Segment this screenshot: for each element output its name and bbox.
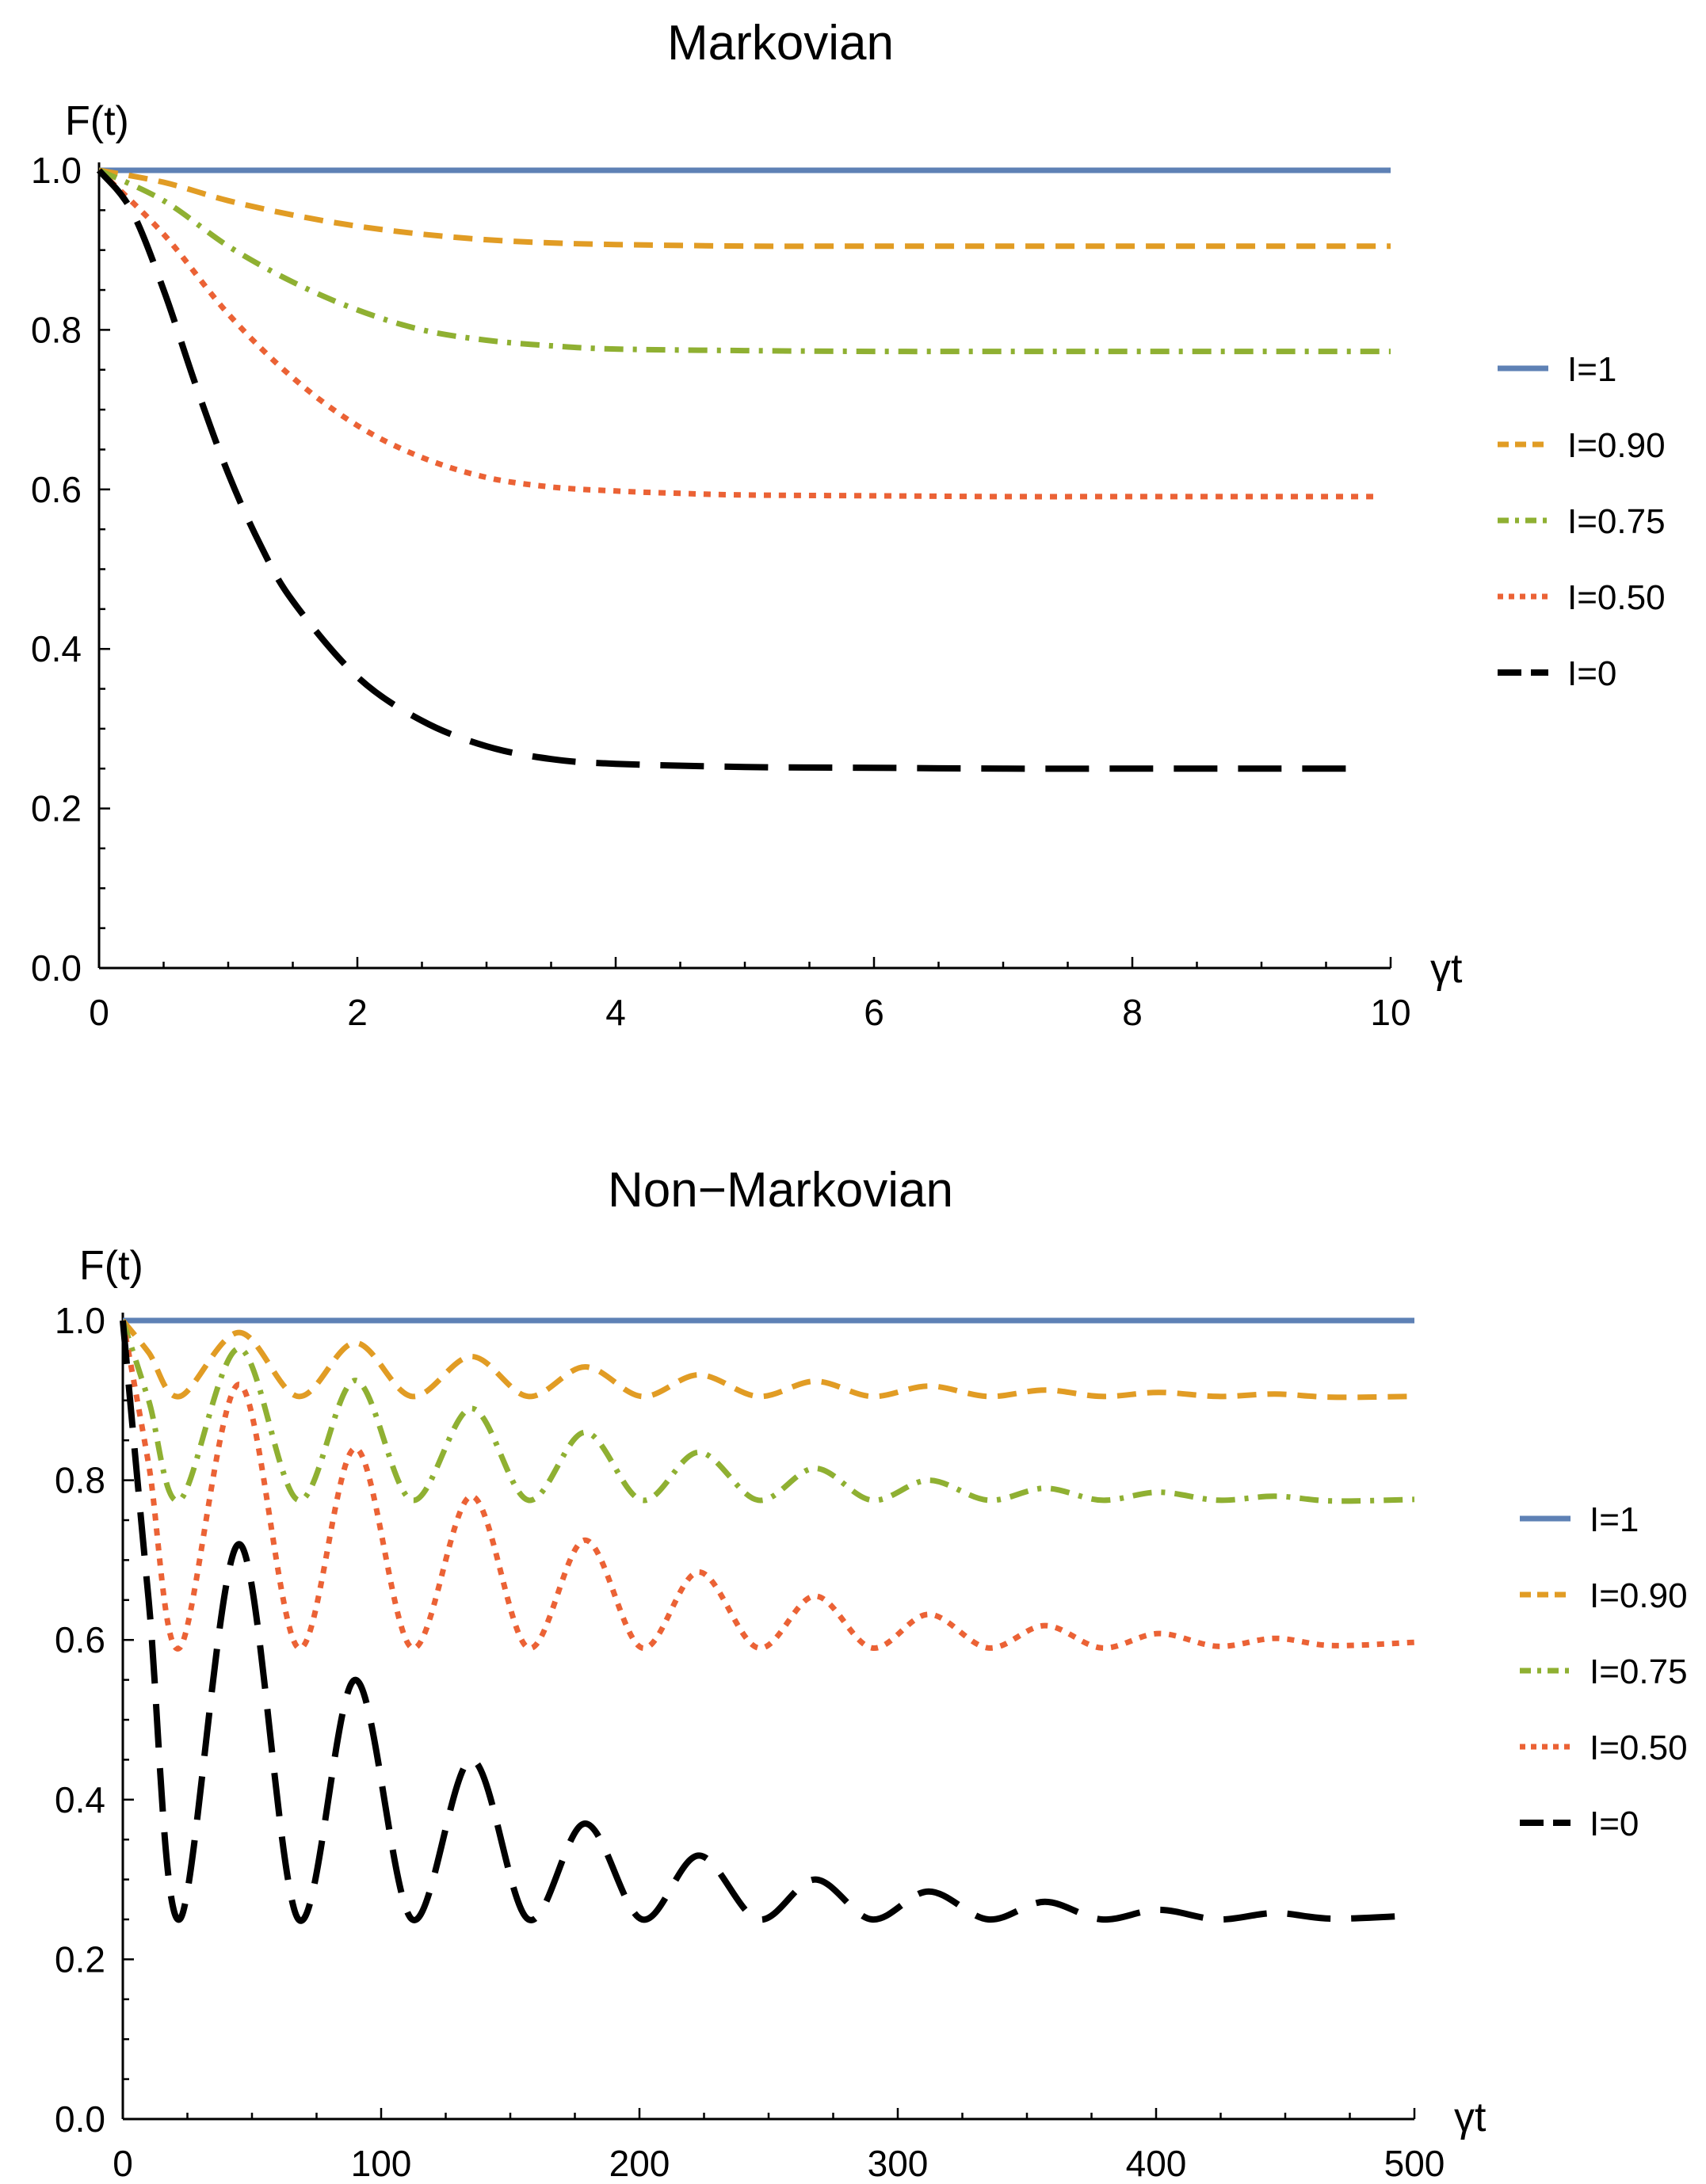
- chart-title: Markovian: [667, 16, 894, 71]
- series-line-i-0-50: [120, 1320, 1415, 1652]
- series-line-i-0-90: [98, 167, 1391, 250]
- legend-label-i-0-90: I=0.90: [1590, 1576, 1688, 1615]
- x-tick-label: 6: [864, 992, 884, 1033]
- y-tick-label: 1.0: [31, 150, 82, 191]
- y-tick-label: 0.6: [31, 469, 82, 510]
- y-tick-label: 0.4: [31, 628, 82, 669]
- y-tick-label: 0.2: [55, 1938, 105, 1980]
- y-tick-label: 0.0: [55, 2098, 105, 2140]
- x-tick-label: 0: [113, 2143, 133, 2184]
- y-tick-label: 0.4: [55, 1779, 105, 1820]
- series-line-i-0-50: [97, 168, 1378, 500]
- chart-title: Non−Markovian: [608, 1163, 953, 1218]
- series-line-i-0-75: [97, 167, 1391, 355]
- x-tick-label: 400: [1126, 2143, 1187, 2184]
- y-axis-label: F(t): [79, 1243, 143, 1289]
- x-tick-label: 2: [347, 992, 368, 1033]
- series-line-i-0: [96, 168, 1365, 772]
- x-tick-label: 10: [1370, 992, 1410, 1033]
- legend-label-i-0-75: I=0.75: [1590, 1652, 1688, 1691]
- x-tick-label: 100: [351, 2143, 412, 2184]
- legend-label-i-0-50: I=0.50: [1567, 578, 1666, 617]
- x-axis-label: γt: [1430, 946, 1463, 992]
- series-line-i-0: [120, 1320, 1415, 1924]
- legend-label-i-0: I=0: [1590, 1805, 1639, 1843]
- markovian-chart: Markovian F(t) γt 0.0 0.2 0.4 0.6 0.8 1.0 0 2 4 6 8 10…: [31, 16, 1666, 1033]
- legend-label-i-0: I=0: [1567, 654, 1616, 693]
- legend-label-i-0-75: I=0.75: [1567, 502, 1666, 541]
- series-line-i-0-75: [120, 1319, 1415, 1504]
- legend-label-i-0-90: I=0.90: [1567, 426, 1666, 465]
- y-tick-label: 0.6: [55, 1619, 105, 1660]
- x-tick-label: 4: [605, 992, 626, 1033]
- series-line-i-0-90: [120, 1318, 1415, 1401]
- legend-label-i-1: I=1: [1567, 350, 1616, 389]
- x-axis-label: γt: [1454, 2094, 1487, 2140]
- x-tick-label: 200: [609, 2143, 670, 2184]
- y-axis-label: F(t): [65, 98, 129, 144]
- x-tick-label: 8: [1122, 992, 1143, 1033]
- x-tick-label: 500: [1384, 2143, 1445, 2184]
- non-markovian-chart: Non−Markovian F(t) γt 0.0 0.2 0.4 0.6 0.8 1.0 0 10…: [55, 1163, 1688, 2184]
- y-tick-label: 0.2: [31, 788, 82, 829]
- legend-label-i-0-50: I=0.50: [1590, 1729, 1688, 1767]
- y-tick-label: 0.0: [31, 947, 82, 989]
- y-tick-label: 0.8: [55, 1460, 105, 1501]
- x-tick-label: 300: [868, 2143, 929, 2184]
- x-tick-label: 0: [89, 992, 109, 1033]
- y-tick-label: 1.0: [55, 1300, 105, 1341]
- legend-label-i-1: I=1: [1590, 1500, 1639, 1539]
- y-tick-label: 0.8: [31, 309, 82, 350]
